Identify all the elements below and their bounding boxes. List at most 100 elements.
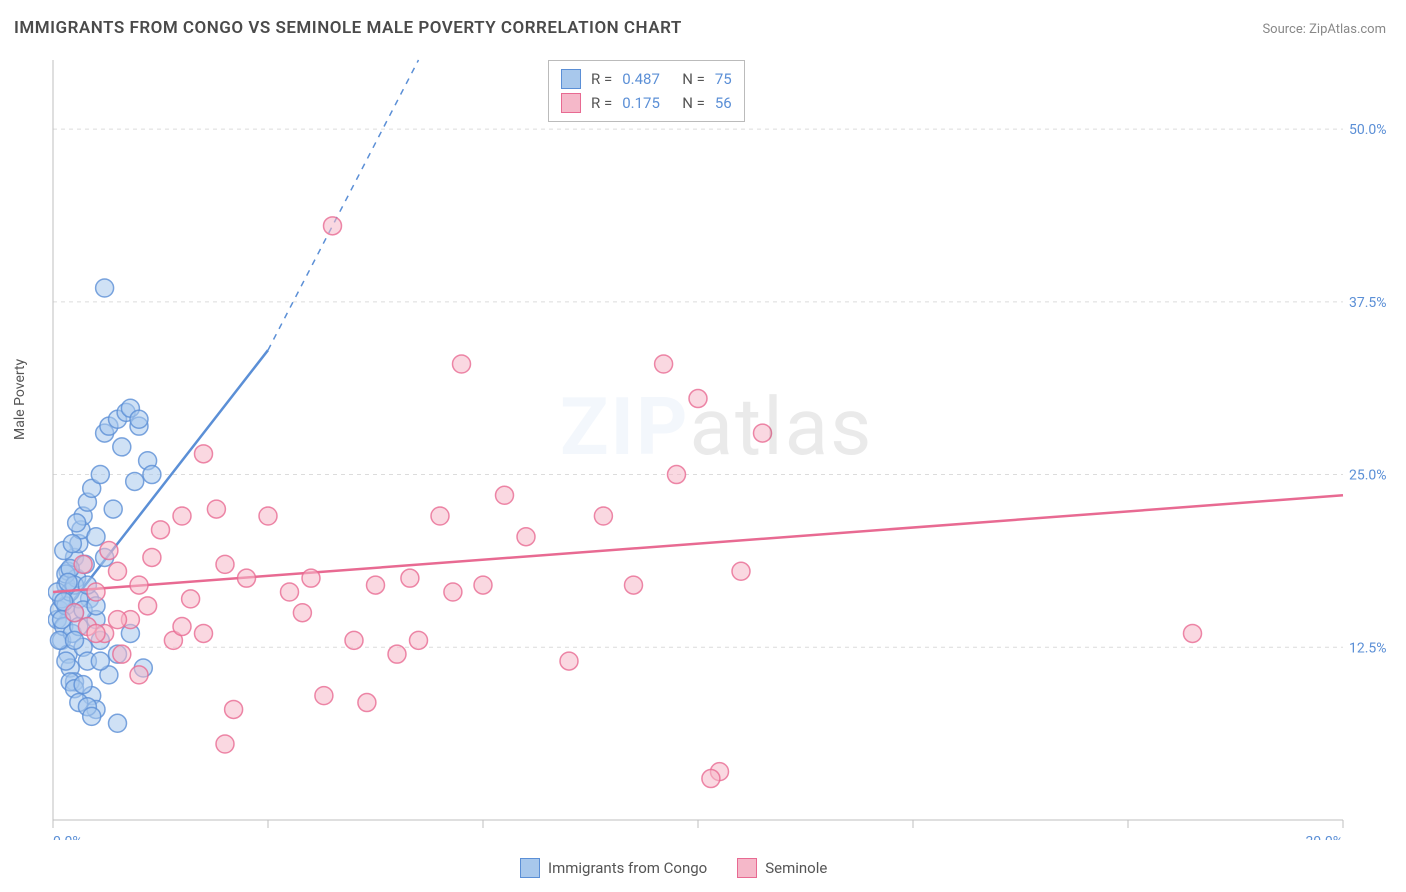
r-label: R = [591,67,612,91]
data-point[interactable] [474,576,492,594]
data-point[interactable] [173,618,191,636]
data-point[interactable] [216,735,234,753]
n-label: N = [682,91,705,115]
data-point[interactable] [689,390,707,408]
data-point[interactable] [410,631,428,649]
data-point[interactable] [216,555,234,573]
data-point[interactable] [113,645,131,663]
data-point[interactable] [130,410,148,428]
data-point[interactable] [96,279,114,297]
chart-title: IMMIGRANTS FROM CONGO VS SEMINOLE MALE P… [14,18,682,38]
data-point[interactable] [130,576,148,594]
data-point[interactable] [302,569,320,587]
y-tick-label: 37.5% [1349,295,1387,311]
data-point[interactable] [702,770,720,788]
n-value: 56 [715,91,732,115]
data-point[interactable] [66,631,84,649]
data-point[interactable] [207,500,225,518]
data-point[interactable] [1184,624,1202,642]
data-point[interactable] [358,694,376,712]
source-attribution: Source: ZipAtlas.com [1262,22,1386,37]
data-point[interactable] [345,631,363,649]
data-point[interactable] [594,507,612,525]
data-point[interactable] [63,535,81,553]
data-point[interactable] [57,652,75,670]
x-tick-label: 0.0% [53,834,83,840]
data-point[interactable] [496,486,514,504]
data-point[interactable] [195,624,213,642]
data-point[interactable] [388,645,406,663]
data-point[interactable] [74,555,92,573]
data-point[interactable] [324,217,342,235]
data-point[interactable] [453,355,471,373]
legend-swatch [737,858,757,878]
data-point[interactable] [143,548,161,566]
data-point[interactable] [126,472,144,490]
data-point[interactable] [104,500,122,518]
n-value: 75 [715,67,732,91]
data-point[interactable] [66,604,84,622]
data-point[interactable] [182,590,200,608]
data-point[interactable] [109,562,127,580]
series-name: Immigrants from Congo [548,859,707,877]
data-point[interactable] [83,707,101,725]
r-value: 0.175 [622,91,672,115]
data-point[interactable] [625,576,643,594]
series-legend-item[interactable]: Seminole [737,858,827,878]
data-point[interactable] [431,507,449,525]
data-point[interactable] [143,466,161,484]
data-point[interactable] [152,521,170,539]
data-point[interactable] [367,576,385,594]
y-tick-label: 50.0% [1349,122,1387,138]
data-point[interactable] [444,583,462,601]
data-point[interactable] [259,507,277,525]
data-point[interactable] [401,569,419,587]
data-point[interactable] [91,466,109,484]
data-point[interactable] [238,569,256,587]
data-point[interactable] [655,355,673,373]
legend-swatch [520,858,540,878]
data-point[interactable] [68,514,86,532]
r-label: R = [591,91,612,115]
x-tick-label: 30.0% [1305,834,1343,840]
data-point[interactable] [139,597,157,615]
data-point[interactable] [560,652,578,670]
plot-svg: 12.5% 25.0% 37.5% 50.0% 0.0% 30.0% [48,50,1398,840]
series-legend: Immigrants from Congo Seminole [520,858,827,878]
data-point[interactable] [225,700,243,718]
data-point[interactable] [109,714,127,732]
data-point[interactable] [281,583,299,601]
data-point[interactable] [130,666,148,684]
data-point[interactable] [754,424,772,442]
data-point[interactable] [87,624,105,642]
data-point[interactable] [293,604,311,622]
series-name: Seminole [765,859,827,877]
data-point[interactable] [109,611,127,629]
data-point[interactable] [59,573,77,591]
data-point[interactable] [74,676,92,694]
data-point[interactable] [91,652,109,670]
data-point[interactable] [315,687,333,705]
data-point[interactable] [173,507,191,525]
data-point[interactable] [113,438,131,456]
data-point[interactable] [517,528,535,546]
y-tick-label: 25.0% [1349,468,1387,484]
data-point[interactable] [100,542,118,560]
r-value: 0.487 [622,67,672,91]
source-label: Source: [1262,22,1305,37]
n-label: N = [682,67,705,91]
data-point[interactable] [668,466,686,484]
source-link[interactable]: ZipAtlas.com [1309,22,1386,37]
data-point[interactable] [87,528,105,546]
y-tick-label: 12.5% [1349,640,1387,656]
scatter-plot: 12.5% 25.0% 37.5% 50.0% 0.0% 30.0% [48,50,1398,840]
data-point[interactable] [87,583,105,601]
data-point[interactable] [195,445,213,463]
data-point[interactable] [732,562,750,580]
correlation-legend-row: R = 0.487 N = 75 [561,67,732,91]
legend-swatch [561,69,581,89]
y-axis-label: Male Poverty [12,359,28,440]
correlation-legend: R = 0.487 N = 75 R = 0.175 N = 56 [548,60,745,122]
series-legend-item[interactable]: Immigrants from Congo [520,858,707,878]
correlation-legend-row: R = 0.175 N = 56 [561,91,732,115]
